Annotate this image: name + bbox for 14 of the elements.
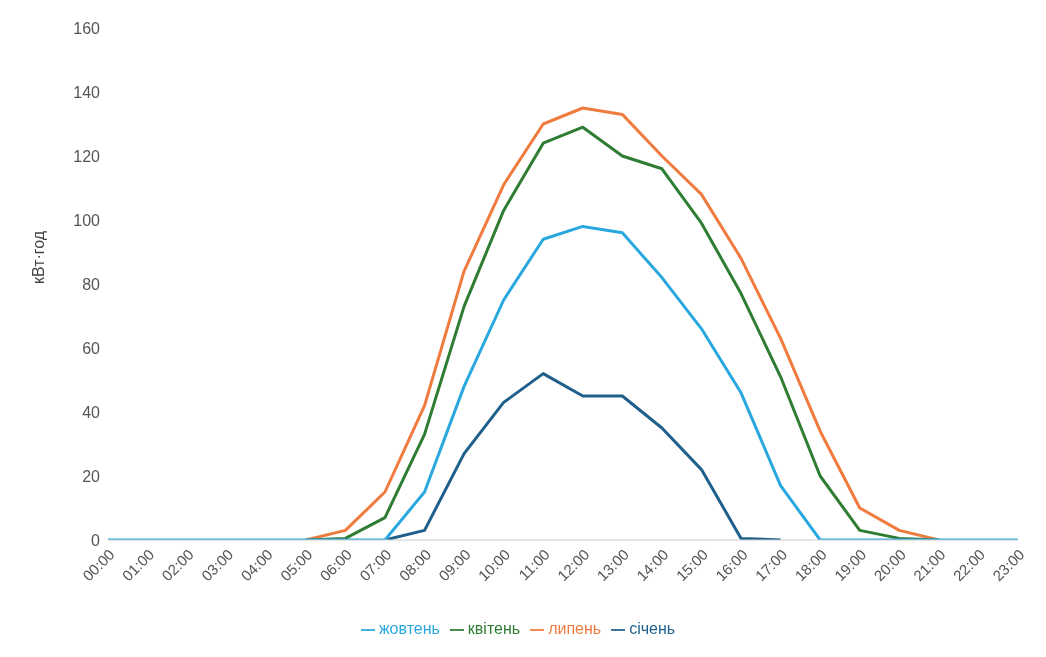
y-tick-label: 60 bbox=[82, 339, 101, 357]
legend-label: січень bbox=[629, 620, 676, 637]
y-tick-label: 120 bbox=[73, 147, 101, 165]
y-tick-label: 80 bbox=[82, 275, 101, 293]
y-axis-title: кВт·год bbox=[29, 230, 47, 284]
y-tick-label: 100 bbox=[73, 211, 101, 229]
y-tick-label: 20 bbox=[82, 467, 101, 485]
y-tick-label: 160 bbox=[73, 19, 101, 37]
legend-label: квітень bbox=[467, 620, 521, 637]
y-tick-label: 0 bbox=[91, 531, 101, 549]
legend-label: липень bbox=[548, 620, 602, 637]
y-tick-label: 140 bbox=[73, 83, 101, 101]
y-tick-label: 40 bbox=[82, 403, 101, 421]
legend-label: жовтень bbox=[378, 620, 440, 637]
